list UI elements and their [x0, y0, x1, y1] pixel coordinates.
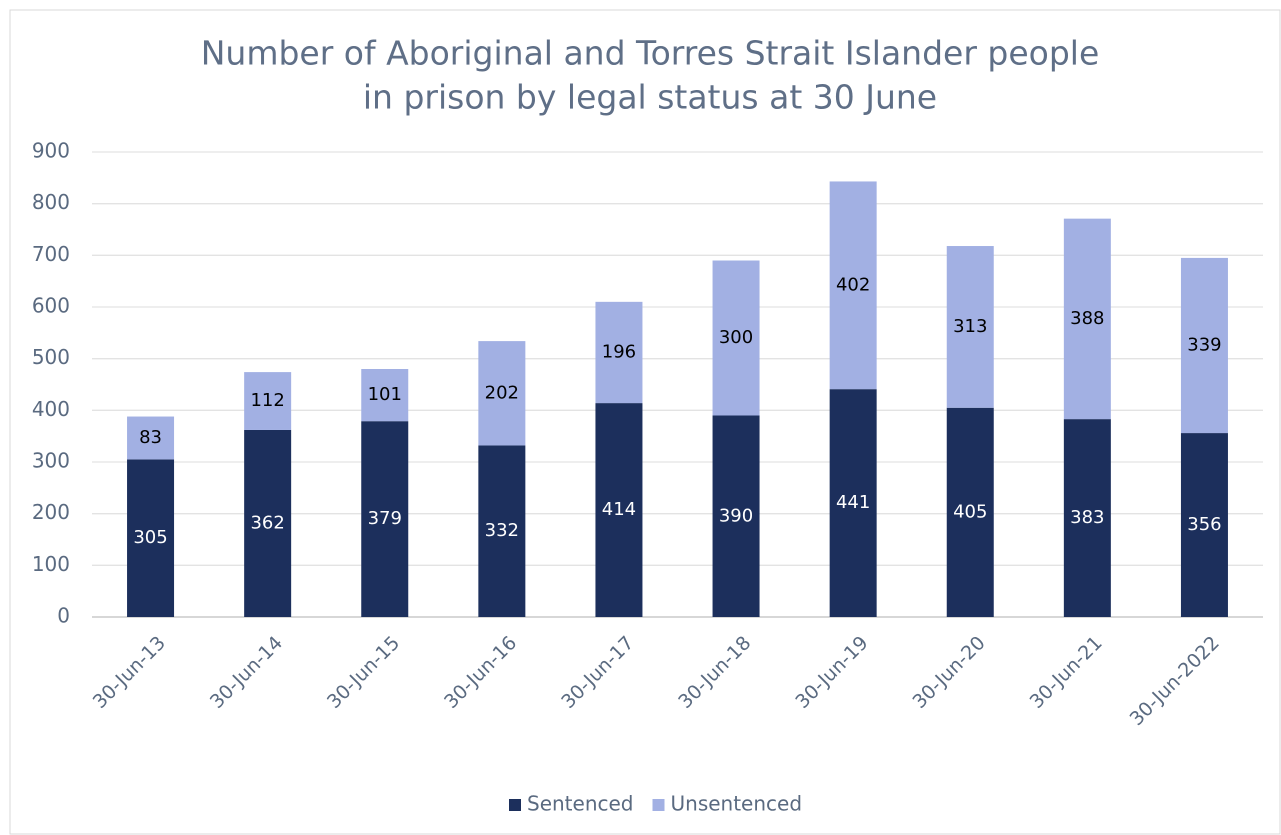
bar-segment — [127, 416, 175, 460]
data-label: 101 — [368, 384, 402, 405]
bar-segment — [712, 260, 760, 416]
y-tick-label: 400 — [32, 397, 70, 421]
data-label: 414 — [602, 499, 636, 520]
data-label: 405 — [953, 501, 987, 522]
bar-segment — [595, 301, 643, 404]
data-label: 196 — [602, 341, 636, 362]
bar-segment — [1180, 257, 1228, 434]
data-label: 379 — [368, 508, 402, 529]
bar-segment — [1063, 218, 1111, 420]
data-label: 441 — [836, 492, 870, 513]
y-tick-label: 900 — [32, 139, 70, 163]
y-tick-label: 300 — [32, 449, 70, 473]
data-label: 202 — [485, 382, 519, 403]
bar-segment — [361, 421, 409, 617]
bar-segment — [478, 341, 526, 446]
legend-label: Unsentenced — [671, 792, 803, 816]
bar-segment — [478, 445, 526, 617]
legend-swatch — [509, 799, 521, 811]
data-label: 112 — [250, 390, 284, 411]
y-tick-label: 200 — [32, 500, 70, 524]
bar-segment — [946, 246, 994, 408]
bar-segment — [244, 429, 292, 617]
y-tick-label: 600 — [32, 294, 70, 318]
bar-segment — [712, 415, 760, 617]
y-tick-label: 500 — [32, 345, 70, 369]
data-label: 383 — [1070, 507, 1104, 528]
bar-segment — [595, 403, 643, 617]
y-tick-label: 100 — [32, 552, 70, 576]
y-tick-label: 800 — [32, 190, 70, 214]
y-tick-label: 700 — [32, 242, 70, 266]
bar-segment — [1063, 419, 1111, 617]
chart-title: Number of Aboriginal and Torres Strait I… — [201, 34, 1100, 73]
bar-segment — [829, 181, 877, 390]
bar-segment — [829, 389, 877, 617]
chart-title: in prison by legal status at 30 June — [363, 78, 937, 117]
legend-label: Sentenced — [527, 792, 634, 816]
data-label: 305 — [133, 527, 167, 548]
bar-segment — [946, 407, 994, 617]
data-label: 362 — [250, 512, 284, 533]
data-label: 300 — [719, 327, 753, 348]
data-label: 83 — [139, 427, 162, 448]
data-label: 356 — [1187, 514, 1221, 535]
y-tick-label: 0 — [57, 604, 70, 628]
data-label: 332 — [485, 520, 519, 541]
data-label: 388 — [1070, 308, 1104, 329]
data-label: 339 — [1187, 334, 1221, 355]
bar-segment — [127, 459, 175, 617]
data-label: 402 — [836, 274, 870, 295]
legend-swatch — [652, 799, 665, 811]
bar-segment — [244, 372, 292, 430]
bar-segment — [361, 369, 409, 422]
data-label: 390 — [719, 505, 753, 526]
bar-segment — [1180, 433, 1228, 617]
data-label: 313 — [953, 316, 987, 337]
